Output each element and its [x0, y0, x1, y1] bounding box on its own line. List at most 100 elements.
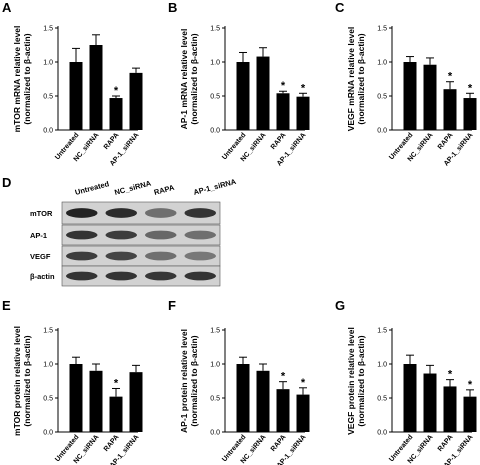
y-tick-label: 1.0	[377, 362, 387, 369]
bar	[109, 98, 123, 130]
bar-chart-c: C VEGF mRNA relative level (normalized to …	[335, 0, 477, 168]
blot-band	[145, 271, 177, 281]
bar	[256, 56, 270, 131]
y-axis-label: (normalized to β-actin)	[189, 33, 199, 124]
blot-row-label: mTOR	[30, 209, 53, 218]
bar	[129, 72, 143, 130]
blot-row-label: β-actin	[30, 272, 55, 281]
y-axis-label: mTOR protein relative level	[12, 326, 22, 436]
blot-lane-label: RAPA	[153, 183, 176, 197]
y-axis-label: (normalized to β-actin)	[356, 335, 366, 426]
bar-chart-b: B AP-1 mRNA relative level (normalized to …	[168, 0, 310, 168]
y-tick-label: 1.0	[43, 362, 53, 369]
blot-band	[184, 271, 216, 281]
blot-row-label: AP-1	[30, 231, 47, 240]
panel-letter: B	[168, 0, 177, 15]
significance-star: *	[114, 85, 119, 97]
panel-letter: A	[2, 0, 12, 15]
y-tick-label: 0.5	[43, 396, 53, 403]
blot-band	[184, 251, 216, 261]
bar	[236, 62, 250, 130]
y-tick-label: 0.0	[210, 430, 220, 437]
bar	[423, 373, 437, 432]
blot-strip	[61, 201, 221, 225]
y-tick-label: 0.5	[377, 396, 387, 403]
y-tick-label: 1.0	[377, 60, 387, 67]
x-tick-label: RAPA	[103, 132, 121, 151]
y-tick-label: 0.0	[210, 128, 220, 135]
bar-chart-f: F AP-1 protein relative level (normalized …	[168, 298, 310, 465]
panel-letter: E	[2, 298, 11, 313]
bar	[403, 364, 417, 432]
bar	[256, 370, 270, 432]
bar	[443, 89, 457, 130]
bar	[423, 64, 437, 130]
y-tick-label: 0.5	[210, 94, 220, 101]
y-tick-label: 1.5	[43, 26, 53, 33]
x-tick-label: RAPA	[437, 434, 455, 453]
y-axis-label: VEGF mRNA relative level	[346, 27, 356, 132]
y-axis-label: mTOR mRNA relative level	[12, 26, 22, 133]
panel-letter: C	[335, 0, 345, 15]
y-axis-label: (normalized to β-actin)	[189, 335, 199, 426]
blot-band	[145, 251, 177, 261]
x-tick-label: RAPA	[270, 132, 288, 151]
bar	[443, 386, 457, 432]
blot-strip	[61, 265, 221, 287]
bar	[236, 364, 250, 432]
bar	[463, 98, 477, 130]
y-axis-label: AP-1 mRNA relative level	[179, 29, 189, 130]
western-blot: D Untreated NC_siRNA RAPA AP-1_siRNA mTOR AP-1…	[2, 175, 238, 287]
y-tick-label: 1.0	[210, 362, 220, 369]
y-tick-label: 1.5	[210, 328, 220, 335]
y-tick-label: 1.0	[210, 60, 220, 67]
blot-band	[184, 230, 216, 240]
y-tick-label: 0.0	[377, 430, 387, 437]
significance-star: *	[281, 371, 286, 383]
y-tick-label: 0.5	[210, 396, 220, 403]
significance-star: *	[468, 379, 473, 391]
significance-star: *	[281, 80, 286, 92]
blot-band	[105, 208, 137, 218]
bar	[129, 372, 143, 432]
blot-band	[184, 208, 216, 218]
bar	[403, 62, 417, 130]
blot-lane-label: NC_siRNA	[113, 178, 152, 197]
bar	[296, 394, 310, 432]
bar-chart-g: G VEGF protein relative level (normalized …	[335, 298, 477, 465]
blot-band	[66, 271, 98, 281]
blot-band	[145, 230, 177, 240]
blot-strip	[61, 224, 221, 246]
blot-band	[66, 230, 98, 240]
y-tick-label: 0.0	[377, 128, 387, 135]
bar	[69, 364, 83, 432]
significance-star: *	[301, 377, 306, 389]
panel-letter: F	[168, 298, 176, 313]
y-tick-label: 0.5	[377, 94, 387, 101]
blot-band	[105, 271, 137, 281]
bar	[109, 396, 123, 432]
y-tick-label: 1.5	[377, 328, 387, 335]
significance-star: *	[301, 82, 306, 94]
bar	[463, 396, 477, 432]
y-axis-label: (normalized to β-actin)	[356, 33, 366, 124]
y-tick-label: 1.5	[43, 328, 53, 335]
significance-star: *	[114, 377, 119, 389]
bar	[276, 389, 290, 432]
panel-letter: D	[2, 175, 11, 190]
y-tick-label: 0.0	[43, 430, 53, 437]
y-axis-label: VEGF protein relative level	[346, 327, 356, 435]
blot-band	[66, 208, 98, 218]
blot-row-label: VEGF	[30, 252, 51, 261]
y-tick-label: 1.0	[43, 60, 53, 67]
significance-star: *	[468, 82, 473, 94]
significance-star: *	[448, 369, 453, 381]
blot-lane-label: Untreated	[74, 179, 111, 197]
y-tick-label: 0.5	[43, 94, 53, 101]
y-tick-label: 1.5	[377, 26, 387, 33]
y-tick-label: 1.5	[210, 26, 220, 33]
blot-band	[105, 230, 137, 240]
significance-star: *	[448, 71, 453, 83]
